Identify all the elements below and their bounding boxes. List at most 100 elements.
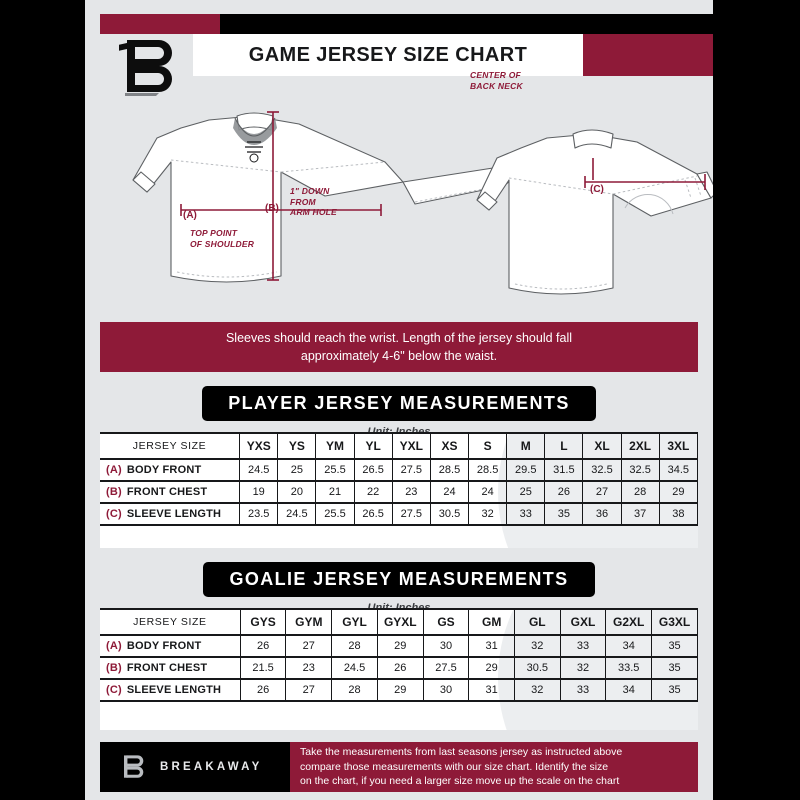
footer-brand: BREAKAWAY [100,742,290,792]
label-b-line1: 1" DOWN [290,186,330,196]
measurement-value: 20 [277,481,316,503]
measurement-value: 29 [376,679,424,701]
size-header-gys: GYS [239,609,286,635]
measurement-value: 27 [285,635,332,657]
measurement-value: 27 [582,481,622,503]
measurement-value: 22 [353,481,393,503]
measurement-tag: (B) [106,486,122,498]
measurement-label: (A) BODY FRONT [106,640,202,652]
measurement-value: 28.5 [468,459,507,481]
measurement-value: 32 [513,635,561,657]
measurement-value: 33 [559,679,606,701]
measurement-value: 23.5 [239,503,278,525]
breakaway-b-logo-icon [113,36,183,98]
measurement-value: 21.5 [239,657,286,679]
measurement-value: 21 [315,481,355,503]
measurement-value: 34 [605,635,652,657]
measurement-value: 33 [559,635,606,657]
size-header-xl: XL [582,433,622,459]
measurement-value: 36 [582,503,622,525]
footer-line2: compare those measurements with our size… [300,760,609,773]
label-a-line2: OF SHOULDER [190,238,255,249]
size-header-3xl: 3XL [658,433,698,459]
measurement-value: 34.5 [658,459,698,481]
goalie-section-header: GOALIE JERSEY MEASUREMENTS Unit: Inches [85,562,713,614]
measurement-value: 23 [391,481,431,503]
table-row: (C) SLEEVE LENGTH 23.5 24.5 25.5 26.5 27.5 30.5… [100,503,698,525]
measurement-tag: (B) [106,662,122,674]
measurement-value: 37 [620,503,660,525]
measurement-value: 34 [605,679,652,701]
size-header-g3xl: G3XL [651,609,698,635]
measurement-value: 33 [506,503,545,525]
measurement-value: 32.5 [620,459,660,481]
measurement-tag: (A) [106,640,122,652]
size-column-label: JERSEY SIZE [132,440,207,452]
player-section-title: PLAYER JERSEY MEASUREMENTS [202,386,596,421]
goalie-table-panel: JERSEY SIZE GYS GYM GYL GYXL GS GM GL GXL G2XL G3X… [100,608,698,730]
measurement-value: 24.5 [239,459,278,481]
footer-bar: BREAKAWAY Take the measurements from las… [100,742,698,792]
measurement-value: 28 [331,635,378,657]
size-header-gm: GM [468,609,515,635]
measurement-value: 27.5 [391,459,431,481]
measurement-label: (B) FRONT CHEST [106,486,208,498]
table-row: (A) BODY FRONT 26 27 28 29 30 31 32 33 34 35 [100,635,698,657]
measurement-tag: (C) [106,684,122,696]
measurement-label: (C) SLEEVE LENGTH [106,684,222,696]
label-a-tag: (A) [183,210,197,221]
measurement-value: 26.5 [353,503,393,525]
measurement-value: 33.5 [605,657,652,679]
measurement-value: 35 [651,635,698,657]
jersey-diagram: (B) 1" DOWN FROM ARM HOLE (A) TOP POINT … [85,70,713,312]
size-header-yxl: YXL [391,433,431,459]
measurement-value: 31 [468,635,515,657]
measurement-value: 29 [376,635,424,657]
measurement-value: 30 [422,635,469,657]
measurement-label: (B) FRONT CHEST [106,662,208,674]
label-b-text: 1" DOWN FROM ARM HOLE [290,186,337,218]
player-table-panel: JERSEY SIZE YXS YS YM YL YXL XS S M L XL 2XL 3XL (A) B… [100,432,698,548]
measurement-label: (A) BODY FRONT [106,464,202,476]
top-bar-maroon [100,14,220,34]
measurement-value: 23 [285,657,332,679]
chart-sheet: GAME JERSEY SIZE CHART [85,0,713,800]
measurement-value: 35 [651,679,698,701]
footer-line1: Take the measurements from last seasons … [300,746,623,759]
measurement-value: 26 [239,635,286,657]
measurement-value: 35 [651,657,698,679]
measurement-value: 28 [620,481,660,503]
footer-instructions: Take the measurements from last seasons … [290,742,698,792]
measurement-value: 25.5 [315,459,355,481]
measurement-value: 30.5 [513,657,561,679]
table-row: (A) BODY FRONT 24.5 25 25.5 26.5 27.5 28.5 28.5 2… [100,459,698,481]
fit-note-banner: Sleeves should reach the wrist. Length o… [100,322,698,372]
measurement-value: 24 [429,481,469,503]
size-header-gl: GL [513,609,561,635]
label-b-tag: (B) [265,203,279,214]
measurement-value: 30.5 [429,503,469,525]
measurement-value: 32 [559,657,606,679]
size-header-gs: GS [422,609,469,635]
measurement-value: 27.5 [391,503,431,525]
size-header-yl: YL [353,433,393,459]
label-center-line2: BACK NECK [470,80,523,91]
measurement-value: 27.5 [422,657,469,679]
page-title-text: GAME JERSEY SIZE CHART [248,43,528,66]
label-center-line1: CENTER OF [470,70,521,80]
measurement-value: 27 [285,679,332,701]
player-section-header: PLAYER JERSEY MEASUREMENTS Unit: Inches [85,386,713,438]
label-a-line1: TOP POINT [190,228,238,238]
label-c-tag: (C) [590,184,604,195]
size-header-g2xl: G2XL [605,609,652,635]
measurement-value: 29 [468,657,515,679]
measurement-value: 26 [239,679,286,701]
measurement-value: 35 [544,503,583,525]
title-row: GAME JERSEY SIZE CHART [85,34,713,76]
table-row: (C) SLEEVE LENGTH 26 27 28 29 30 31 32 33 34 35 [100,679,698,701]
measurement-value: 25.5 [315,503,355,525]
footer-line3: on the chart, if you need a larger size … [300,775,620,788]
label-a-text: TOP POINT OF SHOULDER [190,228,254,249]
table-row: (B) FRONT CHEST 19 20 21 22 23 24 24 25 26 27 28 29 [100,481,698,503]
